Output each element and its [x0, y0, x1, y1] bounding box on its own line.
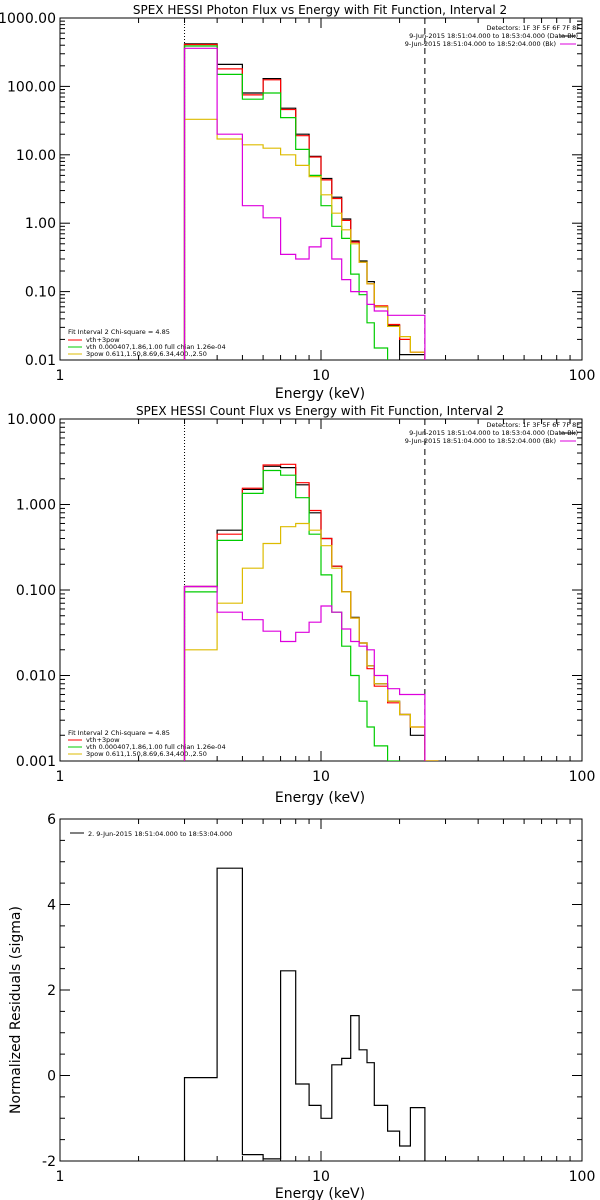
count-flux-header: Detectors: 1F 3F 5F 6F 7F 8F 9-Jun-2015 …	[405, 421, 581, 445]
count-flux-fit-legend: Fit Interval 2 Chi-square = 4.85 vth+3po…	[68, 729, 226, 758]
count-flux-panel: SPEX HESSI Count Flux vs Energy with Fit…	[7, 404, 596, 806]
fit-chisq-label: Fit Interval 2 Chi-square = 4.85	[68, 729, 170, 737]
detectors-label: Detectors: 1F 3F 5F 6F 7F 8F	[486, 24, 580, 32]
data-series	[183, 43, 426, 360]
y-tick-label: 10.000	[7, 412, 56, 428]
y-tick-label: 0.01	[25, 353, 56, 369]
y-tick-label: 0.010	[16, 669, 56, 685]
fit-3pow-label: 3pow 0.611,1.50,8.69,6.34,400.,2.50	[86, 350, 207, 358]
power-law-fit-series	[183, 118, 426, 360]
data-interval-label: 9-Jun-2015 18:51:04.000 to 18:53:04.000 …	[409, 32, 578, 40]
fit-model-label: vth+3pow	[86, 736, 120, 744]
x-tick-label: 1	[56, 769, 65, 785]
y-tick-label: 1.000	[16, 498, 56, 514]
y-tick-label: 4	[47, 898, 56, 914]
background-series	[183, 585, 426, 761]
plot-frame	[59, 418, 583, 762]
thermal-fit-series	[183, 45, 389, 360]
photon-flux-fit-legend: Fit Interval 2 Chi-square = 4.85 vth+3po…	[68, 328, 226, 358]
fit-3pow-label: 3pow 0.611,1.50,8.69,6.34,400.,2.50	[86, 750, 207, 758]
x-tick-label: 100	[569, 769, 596, 785]
y-tick-label: 100.00	[7, 79, 56, 95]
y-tick-label: 0	[47, 1069, 56, 1085]
residuals-panel: 2. 9-Jun-2015 18:51:04.000 to 18:53:04.0…	[8, 812, 595, 1200]
y-tick-label: 2	[47, 983, 56, 999]
fit-vth-label: vth 0.000407,1.86,1.00 full chian 1.26e-…	[86, 743, 226, 751]
background-interval-label: 9-Jun-2015 18:51:04.000 to 18:52:04.000 …	[405, 437, 556, 445]
background-interval-label: 9-Jun-2015 18:51:04.000 to 18:52:04.000 …	[405, 40, 556, 48]
x-tick-label: 10	[312, 769, 330, 785]
y-tick-label: 0.10	[25, 285, 56, 301]
residuals-series	[183, 867, 426, 1161]
y-tick-label: 0.100	[16, 583, 56, 599]
fit-model-label: vth+3pow	[86, 336, 120, 344]
fit-vth-label: vth 0.000407,1.86,1.00 full chian 1.26e-…	[86, 343, 226, 351]
residuals-xlabel: Energy (keV)	[275, 1186, 365, 1200]
y-tick-label: 6	[47, 812, 56, 828]
fit-chisq-label: Fit Interval 2 Chi-square = 4.85	[68, 328, 170, 336]
detectors-label: Detectors: 1F 3F 5F 6F 7F 8F	[486, 421, 580, 429]
photon-flux-panel: SPEX HESSI Photon Flux vs Energy with Fi…	[0, 3, 596, 402]
x-tick-label: 100	[569, 1169, 596, 1185]
x-tick-label: 10	[312, 368, 330, 384]
photon-flux-header: Detectors: 1F 3F 5F 6F 7F 8F 9-Jun-2015 …	[405, 24, 581, 48]
residuals-legend-label: 2. 9-Jun-2015 18:51:04.000 to 18:53:04.0…	[88, 830, 232, 838]
y-tick-label: -2	[42, 1154, 56, 1170]
photon-flux-title: SPEX HESSI Photon Flux vs Energy with Fi…	[133, 3, 507, 17]
y-tick-label: 0.001	[16, 754, 56, 770]
photon-flux-xlabel: Energy (keV)	[275, 386, 365, 402]
y-tick-label: 10.00	[16, 148, 56, 164]
residuals-ylabel: Normalized Residuals (sigma)	[8, 906, 24, 1114]
x-tick-label: 1	[56, 1169, 65, 1185]
y-tick-label: 1.00	[25, 216, 56, 232]
y-tick-label: 1000.00	[0, 11, 56, 27]
count-flux-xlabel: Energy (keV)	[275, 790, 365, 806]
total-fit-series	[183, 43, 426, 360]
power-law-fit-series	[183, 522, 439, 761]
data-interval-label: 9-Jun-2015 18:51:04.000 to 18:53:04.000 …	[409, 429, 578, 437]
count-flux-title: SPEX HESSI Count Flux vs Energy with Fit…	[136, 404, 504, 418]
x-tick-label: 1	[56, 368, 65, 384]
x-tick-label: 100	[569, 368, 596, 384]
x-tick-label: 10	[312, 1169, 330, 1185]
background-series	[183, 47, 426, 360]
